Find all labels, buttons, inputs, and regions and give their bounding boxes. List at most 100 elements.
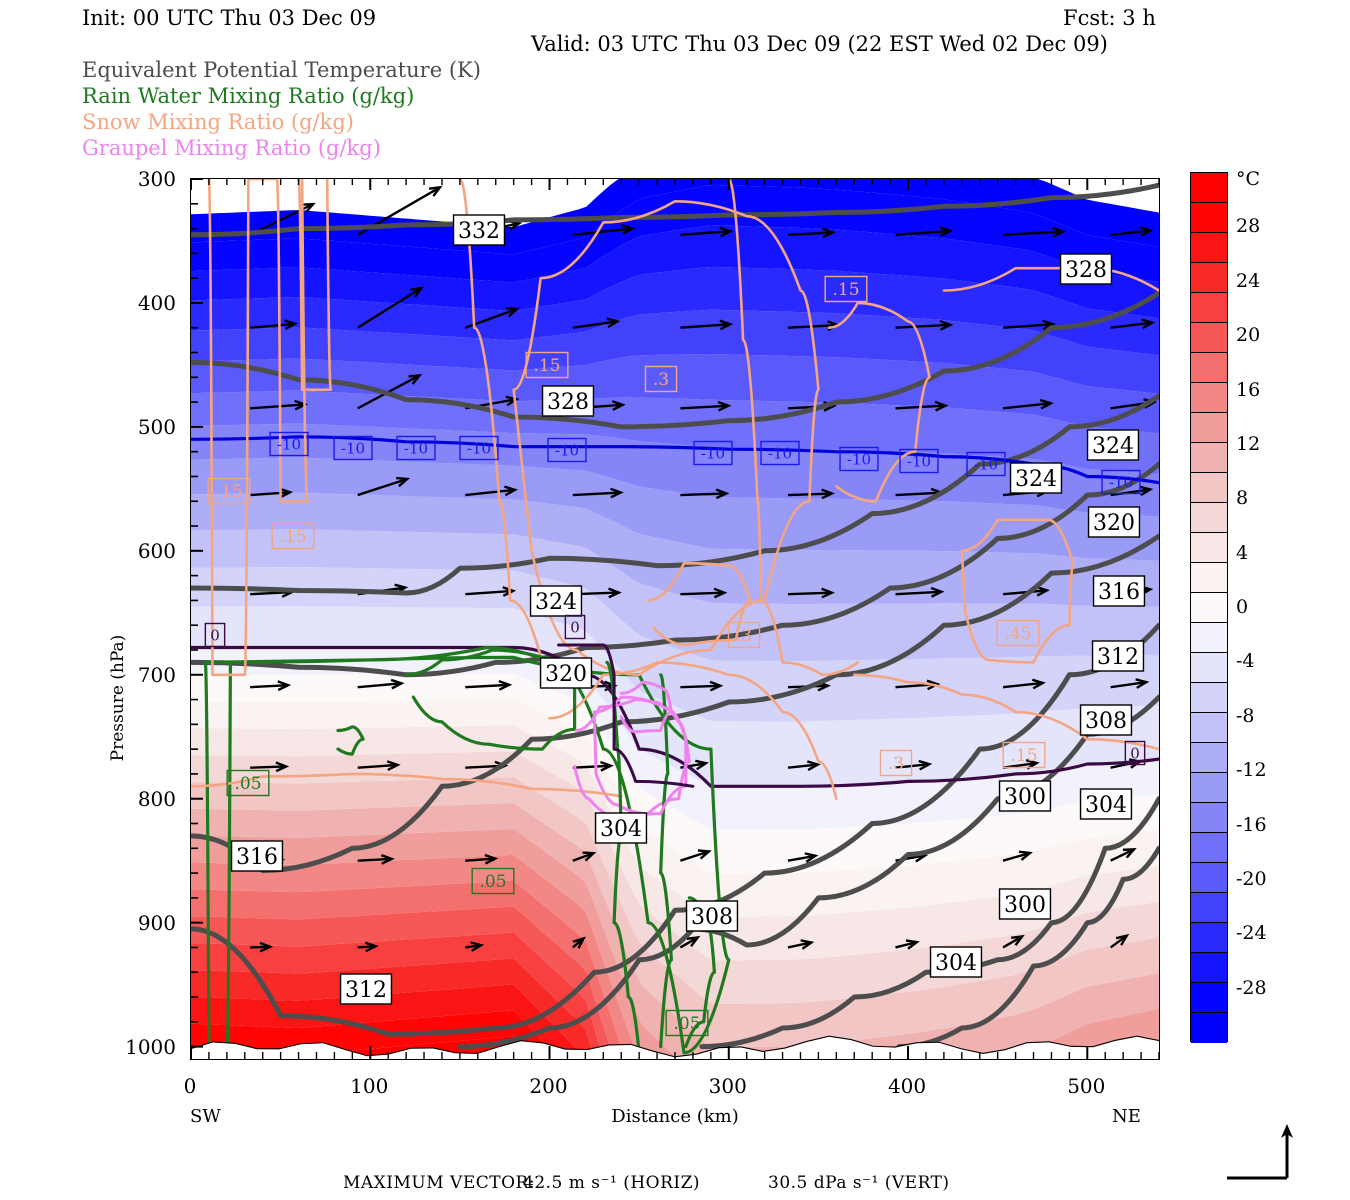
temperature-band [191, 606, 1159, 787]
colorbar-cell [1191, 1013, 1227, 1043]
freezing-level-label: 0 [204, 622, 226, 648]
svg-text:.45: .45 [1004, 624, 1031, 644]
wind-vector [572, 317, 621, 329]
x-tick-label: 300 [708, 1074, 747, 1098]
temperature-band [191, 266, 1159, 356]
colorbar-tick-label: -24 [1236, 922, 1267, 945]
wind-vector [895, 586, 945, 598]
colorbar-cell [1191, 683, 1227, 713]
temperature-band [191, 906, 1159, 1059]
svg-text:316: 316 [236, 845, 278, 870]
y-tick-label: 500 [137, 414, 176, 439]
svg-text:328: 328 [547, 390, 589, 415]
y-axis: Pressure (hPa) 300 400 500 600 700 800 900 1000 [0, 167, 190, 1060]
colorbar-cell [1191, 893, 1227, 923]
contour-line [404, 648, 577, 751]
x-axis-title: Distance (km) [611, 1106, 739, 1127]
below-ground-mask [191, 1036, 1159, 1059]
contour-line [297, 179, 333, 391]
temperature-band [191, 699, 1159, 917]
y-tick-label: 900 [137, 910, 176, 935]
wind-vector [1110, 847, 1137, 862]
svg-text:.05: .05 [479, 872, 506, 892]
colorbar-unit-label: °C [1236, 168, 1261, 190]
snow-contour-label: .45 [996, 619, 1040, 647]
colorbar-tick-label: -16 [1236, 813, 1267, 836]
temperature-band [191, 529, 1159, 662]
wind-vector [1110, 226, 1154, 237]
rain-contour-label: .05 [471, 867, 515, 895]
wind-vector [1002, 319, 1056, 331]
svg-text:-10: -10 [847, 450, 871, 468]
svg-text:.15: .15 [279, 527, 306, 547]
temperature-band [191, 390, 1159, 475]
wind-vector [679, 935, 701, 949]
temperature-band [191, 958, 1159, 1059]
wind-vector [680, 587, 728, 599]
svg-text:-10: -10 [907, 452, 931, 470]
ne-endpoint-label: NE [1112, 1106, 1141, 1127]
wind-vector [1109, 933, 1130, 949]
colorbar-tick-label: 16 [1236, 378, 1261, 401]
theta-e-contour-label: 324 [1086, 429, 1140, 461]
x-axis: Distance (km) 0 100 200 300 400 500 [184, 1060, 1160, 1130]
x-tick-label: 200 [529, 1074, 568, 1098]
contour-line [336, 725, 365, 756]
svg-text:312: 312 [345, 978, 387, 1003]
colorbar-cell [1191, 473, 1227, 503]
temperature-band [191, 354, 1159, 434]
wind-vector [250, 761, 290, 773]
isotherm-contour-label: -10 [693, 440, 733, 466]
colorbar-cell [1191, 263, 1227, 293]
isotherm-contour-label: -10 [839, 446, 879, 472]
wind-vector [787, 939, 815, 950]
wind-vector [787, 227, 836, 239]
colorbar-tick-label: 4 [1236, 541, 1249, 564]
wind-vector [787, 587, 835, 599]
svg-text:0: 0 [1130, 744, 1140, 762]
footer-block: MAXIMUM VECTOR: 42.5 m s⁻¹ (HORIZ) 30.5 … [0, 1155, 1350, 1200]
snow-contour-label: .15 [525, 351, 569, 379]
colorbar-cell [1191, 743, 1227, 773]
svg-text:324: 324 [1015, 467, 1057, 492]
colorbar-cell [1191, 923, 1227, 953]
colorbar-cell [1191, 353, 1227, 383]
wind-vector [250, 487, 294, 499]
theta-e-contour-label: 312 [339, 973, 393, 1005]
wind-vector [680, 488, 730, 500]
snow-contour-label: .15 [824, 275, 868, 303]
contour-line [191, 645, 1159, 788]
wind-vector [1110, 318, 1156, 330]
colorbar-cell [1191, 533, 1227, 563]
svg-text:300: 300 [1004, 893, 1046, 918]
colorbar-cell [1191, 203, 1227, 233]
init-time-text: Init: 00 UTC Thu 03 Dec 09 [82, 6, 377, 30]
legend-rain-water: Rain Water Mixing Ratio (g/kg) [82, 84, 415, 108]
snow-contour-label: .15 [271, 522, 315, 550]
wind-vector [465, 586, 517, 597]
wind-vector [572, 224, 636, 236]
svg-text:328: 328 [1065, 258, 1107, 283]
wind-vector [357, 476, 411, 497]
svg-text:.15: .15 [533, 356, 560, 376]
wind-vector [465, 485, 519, 497]
svg-text:320: 320 [1093, 511, 1135, 536]
forecast-hour-text: Fcst: 3 h [1063, 6, 1156, 30]
wind-vector [1002, 585, 1050, 597]
x-tick-label: 500 [1067, 1074, 1106, 1098]
colorbar-tick-label: -4 [1236, 650, 1255, 673]
snow-contour-label: .15 [207, 477, 251, 505]
colorbar-tick-label: -8 [1236, 704, 1255, 727]
cross-section-plot[interactable]: 332 328 328 324 324 324 320 320 316 316 312 312 308 3… [190, 178, 1160, 1060]
legend-snow: Snow Mixing Ratio (g/kg) [82, 110, 354, 134]
svg-text:0: 0 [570, 618, 580, 636]
y-tick-label: 600 [137, 538, 176, 563]
theta-e-contour-label: 328 [1059, 253, 1113, 285]
colorbar-cell [1191, 443, 1227, 473]
wind-vector [465, 941, 485, 952]
snow-contour-label: .3 [879, 749, 913, 777]
wind-vector [1002, 850, 1033, 862]
colorbar-cell [1191, 323, 1227, 353]
colorbar-cell [1191, 713, 1227, 743]
isotherm-contour-label: -10 [1101, 469, 1141, 495]
